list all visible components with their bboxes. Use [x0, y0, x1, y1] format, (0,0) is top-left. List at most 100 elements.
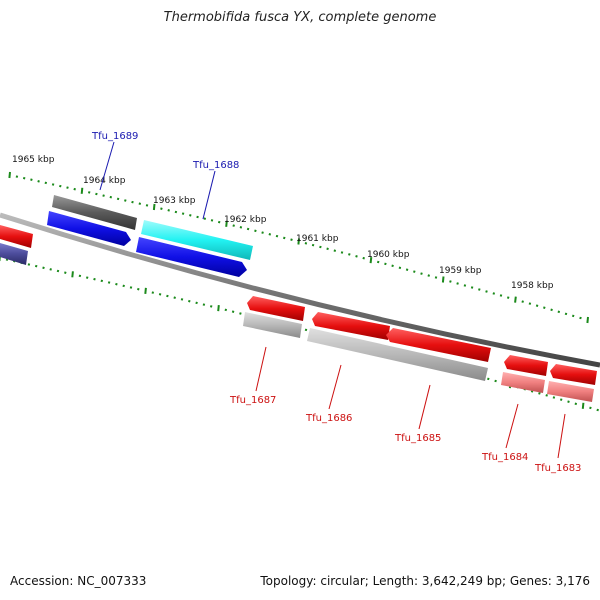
gene-label-tfu-1687[interactable]: Tfu_1687 — [229, 395, 276, 406]
gene-label-tfu-1683[interactable]: Tfu_1683 — [534, 463, 581, 474]
ruler-minor-tick — [574, 402, 578, 406]
gene-label-tfu-1684[interactable]: Tfu_1684 — [481, 452, 528, 463]
ruler-minor-tick — [27, 263, 31, 266]
ruler-minor-tick — [209, 305, 213, 308]
ruler-minor-tick — [51, 183, 55, 186]
ruler-major-tick — [441, 276, 445, 283]
ruler-major-tick — [217, 305, 220, 312]
gene-block-tfu-1683[interactable] — [547, 381, 594, 402]
genome-summary-text: Topology: circular; Length: 3,642,249 bp… — [260, 574, 590, 588]
gene-arrow-tfu-1686[interactable] — [312, 312, 390, 340]
gene-label-tfu-1686[interactable]: Tfu_1686 — [305, 413, 352, 424]
ruler-major-tick — [8, 171, 11, 179]
kbp-label: 1961 kbp — [296, 234, 339, 244]
forward-strand-track — [0, 195, 253, 277]
ruler-minor-tick — [596, 408, 599, 412]
gene-block-tfu-1684[interactable] — [501, 372, 545, 393]
ruler-minor-tick — [73, 187, 76, 191]
gene-label-tfu-1685[interactable]: Tfu_1685 — [394, 433, 441, 444]
ruler-minor-tick — [326, 247, 329, 251]
ruler-minor-tick — [552, 396, 556, 399]
ruler-minor-tick — [398, 266, 402, 270]
ruler-minor-tick — [282, 236, 286, 240]
ruler-minor-tick — [545, 394, 548, 397]
ruler-minor-tick — [151, 291, 155, 294]
ruler-minor-tick — [116, 197, 120, 201]
ruler-minor-tick — [131, 200, 134, 204]
leader-line — [99, 141, 115, 191]
ruler-minor-tick — [22, 176, 26, 180]
ruler-minor-tick — [95, 192, 98, 196]
kbp-label: 1963 kbp — [153, 196, 196, 206]
ruler-minor-tick — [463, 284, 467, 287]
ruler-minor-tick — [254, 229, 257, 233]
ruler-major-tick — [71, 271, 74, 278]
ruler-minor-tick — [232, 224, 235, 227]
ruler-minor-tick — [64, 271, 67, 274]
gene-arrow-tfu-1683[interactable] — [550, 364, 597, 385]
ruler-minor-tick — [180, 298, 184, 301]
ruler-minor-tick — [348, 253, 351, 256]
ruler-minor-tick — [15, 175, 19, 178]
ruler-minor-tick — [275, 234, 279, 238]
ruler-minor-tick — [362, 256, 365, 260]
ruler-minor-tick — [239, 226, 243, 229]
ruler-minor-tick — [49, 268, 52, 271]
ruler-minor-tick — [261, 231, 264, 234]
ruler-major-tick — [225, 220, 228, 227]
ruler-minor-tick — [557, 310, 561, 314]
ruler-minor-tick — [470, 286, 474, 289]
gene-block-grey[interactable] — [52, 195, 137, 230]
gene-arrow-tfu-1684[interactable] — [504, 355, 548, 376]
ruler-minor-tick — [420, 272, 423, 275]
gene-label-tfu-1689[interactable]: Tfu_1689 — [91, 131, 138, 142]
ruler-minor-tick — [405, 268, 409, 271]
gene-arrow-tfu-1689[interactable] — [47, 211, 131, 246]
ruler-minor-tick — [174, 210, 178, 214]
ruler-minor-tick — [224, 308, 228, 312]
ruler-minor-tick — [304, 328, 308, 332]
ruler-minor-tick — [115, 282, 118, 286]
ruler-minor-tick — [34, 264, 38, 268]
gene-arrow-tfu-1688[interactable] — [136, 237, 247, 277]
cds-block-tfu-1688[interactable] — [141, 220, 253, 260]
gene-label-tfu-1688[interactable]: Tfu_1688 — [192, 160, 239, 171]
ruler-minor-tick — [66, 186, 69, 189]
gene-arrow-tfu-1685[interactable] — [386, 328, 491, 362]
ruler-major-tick — [514, 296, 517, 303]
genome-backbone — [0, 212, 600, 368]
ruler-major-tick — [80, 187, 84, 194]
ruler-minor-tick — [579, 316, 582, 320]
ruler-minor-tick — [137, 287, 140, 291]
ruler-minor-tick — [456, 282, 459, 285]
ruler-minor-tick — [550, 308, 553, 312]
kbp-label: 1959 kbp — [439, 266, 482, 276]
ruler-minor-tick — [487, 377, 490, 381]
ruler-minor-tick — [196, 215, 199, 219]
ruler-minor-tick — [37, 180, 40, 183]
ruler-major-tick — [297, 238, 300, 245]
gene-arrow-left-edge[interactable] — [0, 225, 33, 248]
gene-labels: Tfu_1689 Tfu_1688 Tfu_1687 Tfu_1686 Tfu_… — [91, 131, 581, 474]
ruler-minor-tick — [290, 238, 293, 241]
gene-block-tfu-1687[interactable] — [243, 312, 302, 338]
ruler-minor-tick — [129, 286, 133, 289]
ruler-minor-tick — [571, 314, 575, 318]
leader-line — [418, 384, 431, 430]
kbp-label: 1964 kbp — [83, 176, 126, 186]
ruler-minor-tick — [333, 249, 337, 252]
gene-block-left-edge[interactable] — [0, 243, 28, 265]
gene-block-tfu-1686[interactable] — [307, 328, 488, 381]
kbp-label: 1958 kbp — [511, 281, 554, 291]
ruler-minor-tick — [173, 296, 176, 299]
map-title: Thermobifida fusca YX, complete genome — [163, 10, 437, 25]
ruler-minor-tick — [158, 293, 162, 296]
ruler-minor-tick — [239, 312, 242, 315]
gene-arrow-tfu-1687[interactable] — [247, 296, 305, 321]
ruler-minor-tick — [319, 245, 322, 249]
ruler-minor-tick — [100, 279, 104, 283]
ruler-minor-tick — [589, 406, 592, 410]
kbp-label: 1960 kbp — [367, 250, 410, 260]
ruler-minor-tick — [384, 262, 387, 266]
ruler-minor-tick — [521, 300, 524, 303]
